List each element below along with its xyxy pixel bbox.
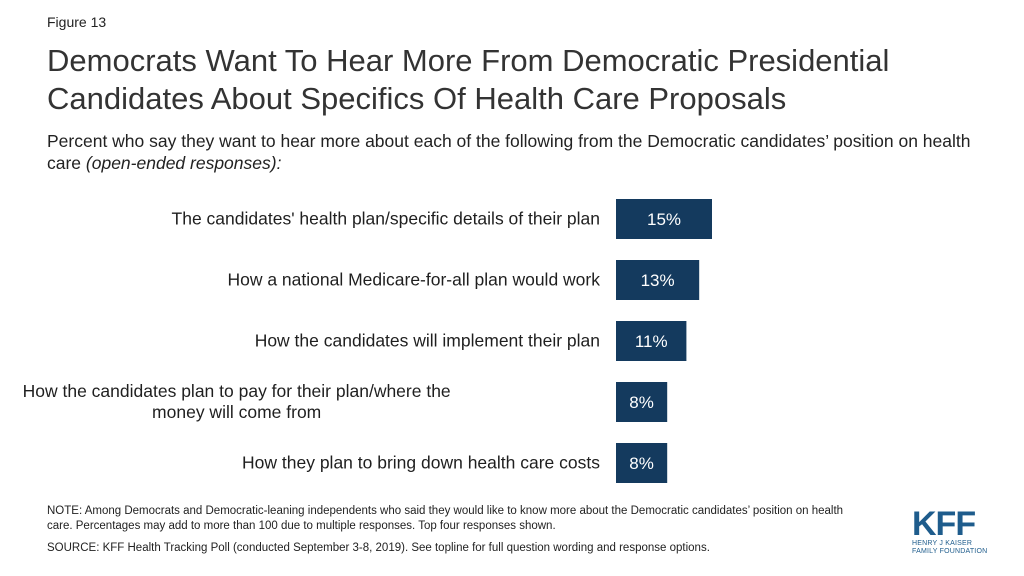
bar — [616, 382, 668, 422]
category-label: The candidates' health plan/specific det… — [172, 209, 600, 229]
category-label-line: How a national Medicare-for-all plan wou… — [227, 270, 600, 290]
subtitle-text: Percent who say they want to hear more a… — [47, 131, 971, 173]
chart-title: Democrats Want To Hear More From Democra… — [47, 43, 890, 116]
bar-value-label: 13% — [641, 271, 675, 290]
bar — [616, 260, 700, 300]
bar-value-label: 8% — [629, 393, 654, 412]
bar-chart: 15% The candidates' health plan/specific … — [23, 199, 712, 483]
chart-note: NOTE: Among Democrats and Democratic-lea… — [47, 505, 844, 532]
bar-value-label: 15% — [647, 210, 681, 229]
category-label: How they plan to bring down health care … — [242, 453, 600, 473]
category-label-line: How they plan to bring down health care … — [242, 453, 600, 473]
kff-logo: KFF HENRY J KAISER FAMILY FOUNDATION — [912, 505, 1002, 558]
figure-label: Figure 13 — [47, 14, 107, 30]
logo-line-1: HENRY J KAISER — [912, 540, 973, 547]
category-label-line: How the candidates plan to pay for their… — [23, 381, 451, 401]
logo-line-2: FAMILY FOUNDATION — [912, 548, 988, 555]
subtitle-italic: (open-ended responses): — [85, 153, 282, 173]
category-label-line: How the candidates will implement their … — [255, 331, 600, 351]
category-label: How a national Medicare-for-all plan wou… — [227, 270, 600, 290]
category-label-line: money will come from — [152, 402, 321, 422]
bar — [616, 443, 668, 483]
chart-subtitle: Percent who say they want to hear more a… — [47, 130, 987, 174]
bar — [616, 199, 712, 239]
category-label: How the candidates will implement their … — [255, 331, 600, 351]
bar-value-label: 11% — [635, 332, 668, 351]
logo-mark: KFF — [912, 505, 976, 543]
bar — [616, 321, 687, 361]
bar-value-label: 8% — [629, 454, 654, 473]
category-label: How the candidates plan to pay for their… — [23, 381, 451, 422]
category-label-line: The candidates' health plan/specific det… — [172, 209, 600, 229]
chart-source: SOURCE: KFF Health Tracking Poll (conduc… — [47, 542, 710, 554]
